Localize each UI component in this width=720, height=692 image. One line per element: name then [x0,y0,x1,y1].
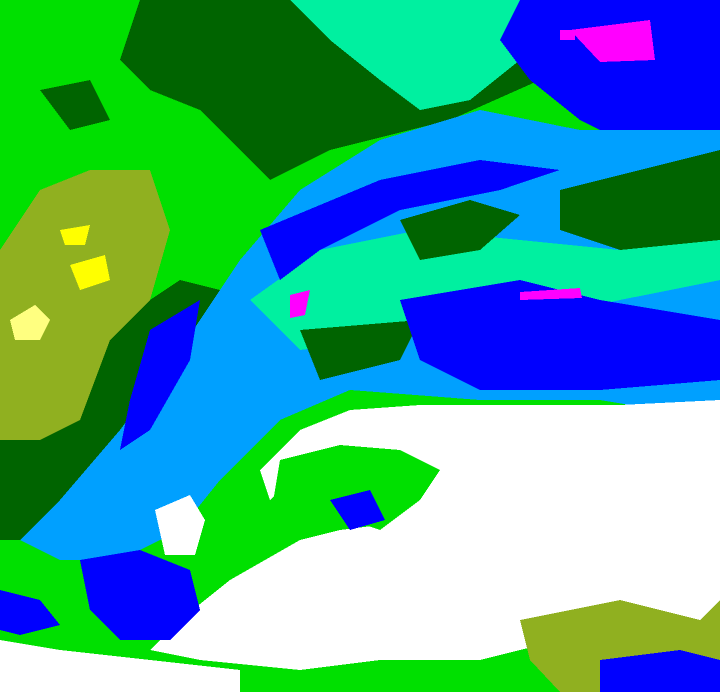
region-green-rim [270,445,440,540]
region-blue-blob [0,590,60,635]
region-blue-streak [120,300,200,450]
region-blue-patch [330,490,385,530]
region-magenta-dot [560,30,575,40]
region-blue-streak [400,280,720,390]
region-magenta [520,288,582,300]
region-blue [500,0,720,150]
region-dark-green-patch [560,150,720,250]
region-magenta [290,290,310,318]
region-blue-streak [260,160,560,280]
region-olive [0,170,170,440]
region-dark-green-patch [400,200,520,260]
region-white-patch [155,495,205,555]
region-white-bottom [0,640,240,692]
region-teal [290,0,560,110]
region-dark-green-patch [40,80,110,130]
region-blue-bottom [600,650,720,692]
region-yellow [60,225,90,245]
region-dark-green-patch [300,320,420,380]
region-blue-blob [80,550,200,640]
region-yellow [10,305,50,340]
region-yellow [70,255,110,290]
region-magenta [570,20,655,62]
